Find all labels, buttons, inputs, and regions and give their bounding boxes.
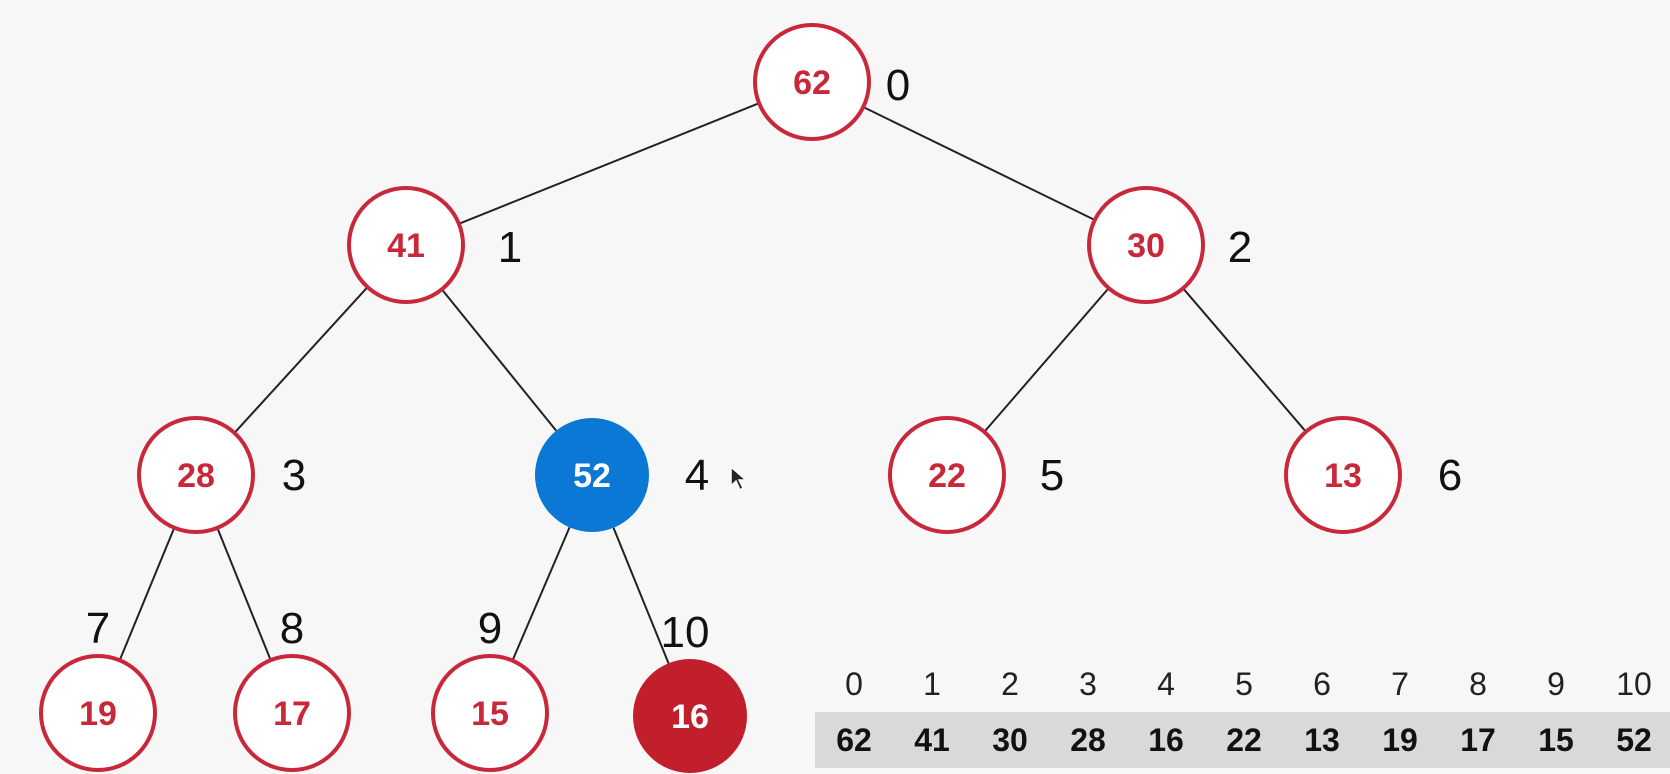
array-index-cell: 10 [1616,666,1652,702]
heap-node-1: 41 1 [347,186,522,304]
heap-node-6: 13 6 [1284,416,1462,534]
array-index-cell: 1 [923,666,941,702]
node-index-label: 3 [282,451,306,500]
node-value: 17 [273,695,311,733]
array-value-cell: 41 [914,722,950,758]
array-index-cell: 4 [1157,666,1175,702]
heap-node-7: 19 7 [39,604,157,772]
heap-node-5: 22 5 [888,416,1064,534]
tree-edge [1182,287,1307,433]
array-index-cell: 8 [1469,666,1487,702]
array-index-cell: 7 [1391,666,1409,702]
tree-edge [216,527,272,661]
array-value-cell: 52 [1616,722,1652,758]
array-value-cell: 22 [1226,722,1262,758]
node-circle [535,418,649,532]
array-index-cell: 5 [1235,666,1253,702]
node-index-label: 7 [86,604,110,653]
node-circle [431,654,549,772]
mouse-cursor-icon [730,465,749,497]
tree-edge [118,527,176,661]
node-value: 62 [793,64,831,102]
node-circle [1284,416,1402,534]
array-index-cell: 0 [845,666,863,702]
node-value: 28 [177,457,215,495]
node-index-label: 0 [886,61,910,110]
node-value: 22 [928,457,966,495]
node-index-label: 1 [498,223,522,272]
array-value-cell: 62 [836,722,872,758]
array-value-cell: 17 [1460,722,1496,758]
node-value: 19 [79,695,117,733]
tree-edge [862,106,1096,221]
tree-edge [458,102,760,225]
tree-edge [441,288,557,432]
node-value: 52 [573,457,611,495]
tree-edge [511,526,571,662]
heap-node-2: 30 2 [1087,186,1252,304]
node-circle [753,23,871,141]
array-value-cell: 16 [1148,722,1184,758]
tree-edge [983,287,1110,433]
node-circle [233,654,351,772]
node-value: 30 [1127,227,1165,265]
node-circle [1087,186,1205,304]
node-circle [347,186,465,304]
node-value: 15 [471,695,509,733]
heap-node-8: 17 8 [233,604,351,772]
array-value-cell: 15 [1538,722,1574,758]
node-value: 16 [671,698,709,736]
heap-node-3: 28 3 [137,416,306,534]
array-index-row: 0 1 2 3 4 5 6 7 8 9 10 [815,656,1670,712]
node-index-label: 10 [661,608,710,657]
node-circle [39,654,157,772]
array-value-cell: 30 [992,722,1028,758]
array-index-cell: 3 [1079,666,1097,702]
node-index-label: 5 [1040,451,1064,500]
tree-edge [233,286,369,434]
node-circle [633,659,747,773]
node-index-label: 8 [280,604,304,653]
array-value-row: 62 41 30 28 16 22 13 19 17 15 52 [815,712,1670,768]
array-value-cell: 19 [1382,722,1418,758]
node-index-label: 2 [1228,223,1252,272]
node-index-label: 9 [478,604,502,653]
heap-node-4: 52 4 [535,418,709,532]
heap-node-0: 62 0 [753,23,910,141]
array-index-cell: 6 [1313,666,1331,702]
tree-edges [118,102,1307,664]
node-value: 13 [1324,457,1362,495]
node-index-label: 6 [1438,451,1462,500]
node-index-label: 4 [685,451,709,500]
heap-node-9: 15 9 [431,604,549,772]
node-circle [888,416,1006,534]
heap-array-table: 0 1 2 3 4 5 6 7 8 9 10 62 41 30 28 16 22 13 19 17 15 52 [815,656,1670,774]
array-index-cell: 2 [1001,666,1019,702]
node-value: 41 [387,227,425,265]
node-circle [137,416,255,534]
tree-edge [612,527,670,664]
array-value-cell: 13 [1304,722,1340,758]
array-index-cell: 9 [1547,666,1565,702]
array-value-cell: 28 [1070,722,1106,758]
